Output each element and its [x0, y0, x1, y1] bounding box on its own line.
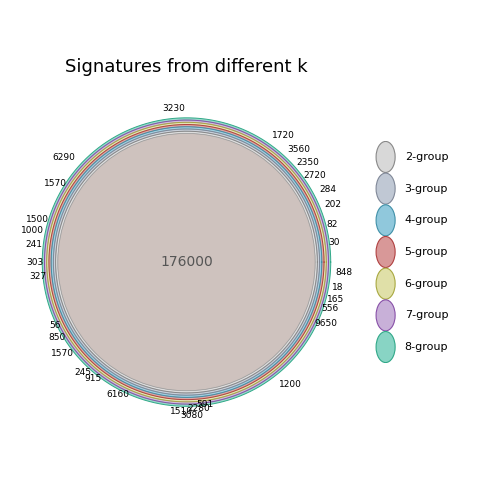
Text: 1200: 1200: [279, 380, 301, 389]
Text: 6-group: 6-group: [405, 279, 448, 289]
Text: 327: 327: [30, 272, 47, 281]
Text: 4-group: 4-group: [405, 215, 448, 225]
Text: 3560: 3560: [287, 145, 310, 154]
Circle shape: [376, 236, 395, 268]
Text: 165: 165: [327, 295, 344, 304]
Text: 2350: 2350: [296, 158, 319, 167]
Text: 5-group: 5-group: [405, 247, 448, 257]
Text: 1570: 1570: [44, 178, 68, 187]
Circle shape: [376, 142, 395, 172]
Text: 56: 56: [50, 322, 61, 331]
Text: 6160: 6160: [106, 391, 130, 400]
Text: 2280: 2280: [187, 404, 210, 413]
Polygon shape: [51, 127, 322, 398]
Text: 284: 284: [320, 185, 337, 194]
Text: 1500: 1500: [26, 215, 49, 224]
Text: 3230: 3230: [162, 104, 185, 113]
Text: 1570: 1570: [51, 349, 74, 358]
Text: 18: 18: [332, 283, 343, 292]
Text: 915: 915: [85, 374, 102, 384]
Circle shape: [376, 173, 395, 204]
Text: 848: 848: [336, 268, 353, 277]
Text: 3-group: 3-group: [405, 183, 448, 194]
Text: 245: 245: [74, 368, 91, 377]
Text: 241: 241: [26, 240, 42, 249]
Text: 30: 30: [328, 238, 339, 247]
Text: 303: 303: [26, 258, 44, 267]
Circle shape: [376, 268, 395, 299]
Text: 556: 556: [322, 304, 339, 313]
Circle shape: [376, 300, 395, 331]
Polygon shape: [49, 124, 324, 400]
Title: Signatures from different k: Signatures from different k: [65, 58, 308, 76]
Circle shape: [376, 205, 395, 236]
Circle shape: [376, 332, 395, 362]
Text: 8-group: 8-group: [405, 342, 448, 352]
Text: 202: 202: [324, 200, 341, 209]
Text: 1000: 1000: [21, 226, 44, 235]
Text: 3080: 3080: [180, 411, 203, 420]
Text: 850: 850: [48, 333, 66, 342]
Polygon shape: [44, 120, 329, 404]
Text: 9650: 9650: [315, 319, 338, 328]
Polygon shape: [55, 131, 318, 393]
Text: 6290: 6290: [52, 153, 76, 162]
Text: 1510: 1510: [170, 407, 193, 416]
Text: 7-group: 7-group: [405, 310, 448, 321]
Text: 176000: 176000: [160, 255, 213, 269]
Text: 82: 82: [327, 220, 338, 229]
Circle shape: [58, 134, 315, 391]
Text: 2720: 2720: [303, 171, 326, 180]
Text: 2-group: 2-group: [405, 152, 448, 162]
Text: 591: 591: [196, 400, 213, 409]
Text: 1720: 1720: [272, 131, 295, 140]
Polygon shape: [47, 122, 326, 402]
Polygon shape: [53, 129, 320, 395]
Polygon shape: [42, 118, 331, 406]
